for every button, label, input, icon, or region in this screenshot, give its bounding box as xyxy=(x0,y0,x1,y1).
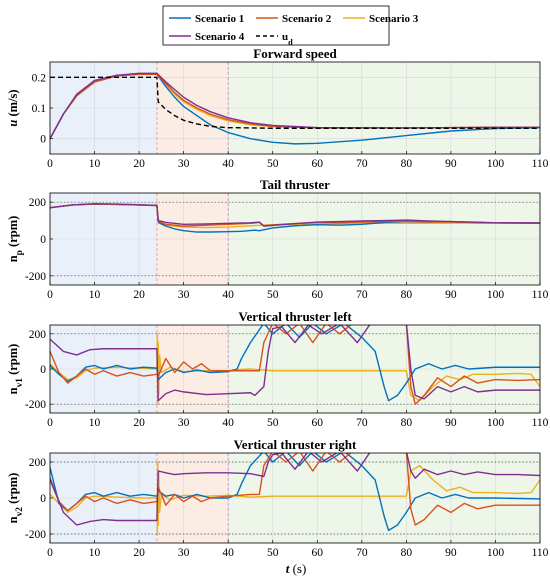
x-tick-label: 50 xyxy=(267,289,279,301)
y-tick-label: -200 xyxy=(25,399,46,411)
panel-1: 0 10 20 30 40 50 60 70 80 90 100 110 0 0.1 0.2 Forward … xyxy=(6,46,549,170)
x-tick-label: 70 xyxy=(356,547,368,559)
legend: Scenario 1 Scenario 2 Scenario 3 Scenario 4… xyxy=(162,5,419,47)
panel-title: Forward speed xyxy=(253,46,337,61)
x-tick-label: 60 xyxy=(312,547,324,559)
y-tick-label: 0 xyxy=(40,234,46,246)
x-tick-label: 50 xyxy=(267,547,279,559)
x-tick-label: 110 xyxy=(532,417,549,429)
x-tick-label: 50 xyxy=(267,417,279,429)
panel-4: 0 10 20 30 40 50 60 70 80 90 100 110-2000200Vertica… xyxy=(6,437,549,559)
panel-3: 0 10 20 30 40 50 60 70 80 90 100 110-2000200Vertica… xyxy=(6,309,549,429)
y-tick-label: 0.1 xyxy=(32,103,47,115)
y-tick-label: 0.2 xyxy=(32,72,47,84)
y-axis-label: u (m/s) xyxy=(6,89,20,126)
legend-label: ud xyxy=(282,31,293,47)
x-tick-label: 80 xyxy=(401,289,413,301)
panel-title: Vertical thruster right xyxy=(234,437,357,452)
x-tick-label: 40 xyxy=(222,417,234,429)
x-tick-label: 0 xyxy=(47,417,53,429)
x-tick-label: 0 xyxy=(47,158,53,170)
series-line-scenario-4 xyxy=(50,453,540,526)
x-tick-label: 110 xyxy=(532,158,549,170)
y-tick-label: 200 xyxy=(29,329,47,341)
x-tick-label: 90 xyxy=(445,289,457,301)
x-tick-label: 20 xyxy=(133,547,145,559)
series-line-scenario-3 xyxy=(50,461,540,535)
x-tick-label: 20 xyxy=(133,289,145,301)
x-tick-label: 70 xyxy=(356,158,368,170)
x-tick-label: 30 xyxy=(178,547,190,559)
x-tick-label: 60 xyxy=(312,289,324,301)
y-tick-label: -200 xyxy=(25,271,46,283)
x-tick-label: 40 xyxy=(222,547,234,559)
x-tick-label: 100 xyxy=(487,417,505,429)
panel-title: Tail thruster xyxy=(260,177,330,192)
y-tick-label: 200 xyxy=(29,457,47,469)
series-line-scenario-4 xyxy=(50,325,540,402)
series-line-scenario-1 xyxy=(50,453,540,532)
x-tick-label: 80 xyxy=(401,417,413,429)
x-tick-label: 20 xyxy=(133,417,145,429)
y-axis-label: nv2 (rpm) xyxy=(6,473,25,524)
legend-label: Scenario 1 xyxy=(195,13,244,25)
x-tick-label: 10 xyxy=(89,158,101,170)
legend-label: Scenario 3 xyxy=(369,13,419,25)
x-tick-label: 110 xyxy=(532,547,549,559)
x-tick-label: 90 xyxy=(445,417,457,429)
x-tick-label: 0 xyxy=(47,289,53,301)
y-tick-label: 200 xyxy=(29,197,47,209)
x-tick-label: 0 xyxy=(47,547,53,559)
series-group xyxy=(50,202,540,233)
x-tick-label: 70 xyxy=(356,289,368,301)
series-line-u-d xyxy=(50,76,540,129)
x-tick-label: 20 xyxy=(133,158,145,170)
x-tick-label: 80 xyxy=(401,547,413,559)
x-tick-label: 10 xyxy=(89,417,101,429)
y-tick-label: -200 xyxy=(25,529,46,541)
x-tick-label: 10 xyxy=(89,547,101,559)
y-tick-label: 0 xyxy=(40,493,46,505)
chart-panels: 0 10 20 30 40 50 60 70 80 90 100 11000.10.2Forward … xyxy=(6,46,549,559)
x-tick-label: 100 xyxy=(487,547,505,559)
series-group xyxy=(50,453,540,535)
series-line-scenario-4 xyxy=(50,202,540,227)
legend-box xyxy=(162,5,390,46)
x-tick-label: 30 xyxy=(178,417,190,429)
x-tick-label: 60 xyxy=(312,158,324,170)
x-tick-label: 100 xyxy=(487,289,505,301)
x-tick-label: 90 xyxy=(445,158,457,170)
y-tick-label: 0 xyxy=(40,134,46,146)
x-tick-label: 60 xyxy=(312,417,324,429)
series-group xyxy=(50,325,540,405)
series-line-scenario-2 xyxy=(50,453,540,526)
x-tick-label: 50 xyxy=(267,158,279,170)
x-tick-label: 40 xyxy=(222,158,234,170)
x-tick-label: 110 xyxy=(532,289,549,301)
series-line-scenario-2 xyxy=(50,325,540,405)
x-tick-label: 70 xyxy=(356,417,368,429)
x-tick-label: 10 xyxy=(89,289,101,301)
x-tick-label: 40 xyxy=(222,289,234,301)
series-group xyxy=(50,72,540,145)
legend-label: Scenario 4 xyxy=(195,31,245,43)
legend-label: Scenario 2 xyxy=(282,13,332,25)
x-tick-label: 30 xyxy=(178,158,190,170)
x-tick-label: 100 xyxy=(487,158,505,170)
y-axis-label: nv1 (rpm) xyxy=(6,344,25,395)
x-tick-label: 80 xyxy=(401,158,413,170)
panel-title: Vertical thruster left xyxy=(238,309,352,324)
series-line-scenario-1 xyxy=(50,325,540,402)
shared-x-axis-label: t (s) xyxy=(286,561,307,576)
y-axis-label: np (rpm) xyxy=(6,216,25,263)
x-tick-label: 90 xyxy=(445,547,457,559)
y-tick-label: 0 xyxy=(40,364,46,376)
x-tick-label: 30 xyxy=(178,289,190,301)
